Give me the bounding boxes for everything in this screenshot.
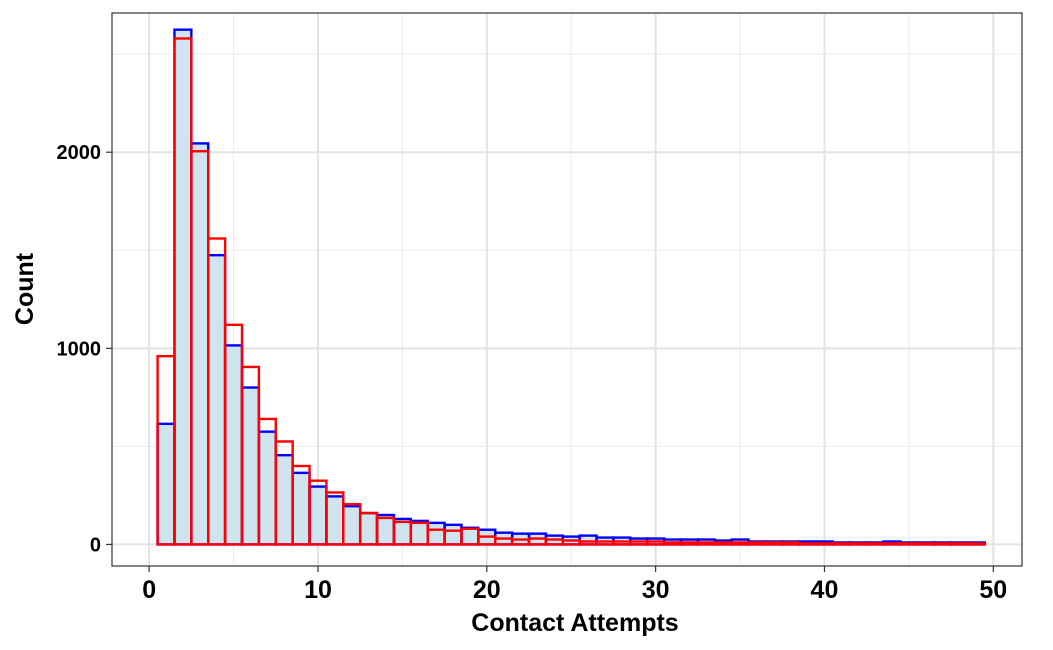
bar-red: [882, 542, 902, 546]
bar-red: [814, 542, 835, 546]
y-tick-label: 1000: [57, 338, 102, 360]
bar-fill: [258, 431, 276, 545]
bar-fill: [157, 423, 175, 545]
bar-fill: [242, 387, 259, 545]
bar-red: [933, 542, 953, 546]
y-axis-title: Count: [11, 252, 39, 325]
bars-outline-layer: [156, 28, 987, 546]
bar-red: [848, 542, 868, 546]
bar-red: [916, 542, 936, 546]
bar-red: [966, 542, 987, 546]
bar-fill: [174, 29, 192, 545]
y-tick-label: 0: [90, 534, 101, 556]
bar-fill: [427, 522, 445, 545]
bar-fill: [275, 455, 293, 545]
bar-fill: [292, 472, 310, 545]
bar-fill: [579, 535, 597, 545]
bar-fill: [377, 515, 394, 545]
bar-red: [730, 541, 750, 546]
bar-red: [713, 541, 733, 546]
y-axis-ticks: 0 1000 2000: [57, 142, 112, 556]
bar-red: [899, 542, 919, 546]
x-tick-label: 30: [642, 576, 670, 604]
x-tick-label: 20: [473, 576, 501, 604]
bar-red: [781, 541, 801, 546]
panel-border: [111, 12, 1023, 567]
y-tick-label: 2000: [57, 142, 102, 164]
bars-fill-layer: [157, 29, 985, 545]
bar-fill: [326, 496, 344, 545]
bar-red: [865, 542, 885, 546]
x-axis-ticks: 0 10 20 30 40 50: [142, 566, 1007, 604]
bar-red: [797, 542, 818, 546]
bar-fill: [360, 513, 378, 545]
bar-red: [747, 541, 767, 546]
bar-red: [696, 541, 716, 546]
bar-fill: [444, 524, 462, 545]
bar-fill: [191, 143, 209, 545]
bar-red: [949, 542, 970, 546]
bar-fill: [410, 520, 428, 545]
bar-fill: [393, 518, 411, 545]
x-tick-label: 40: [811, 576, 839, 604]
bar-red: [764, 541, 784, 546]
x-axis-title: Contact Attempts: [471, 609, 678, 637]
x-tick-label: 50: [979, 576, 1007, 604]
bar-fill: [225, 345, 242, 545]
bar-red: [831, 542, 851, 546]
bar-fill: [343, 506, 361, 545]
bar-fill: [309, 486, 327, 545]
bar-red: [679, 541, 700, 546]
bar-fill: [461, 527, 479, 545]
x-tick-label: 10: [304, 576, 332, 604]
x-tick-label: 0: [142, 576, 156, 604]
bar-fill: [208, 255, 226, 545]
bar-red: [662, 541, 683, 546]
